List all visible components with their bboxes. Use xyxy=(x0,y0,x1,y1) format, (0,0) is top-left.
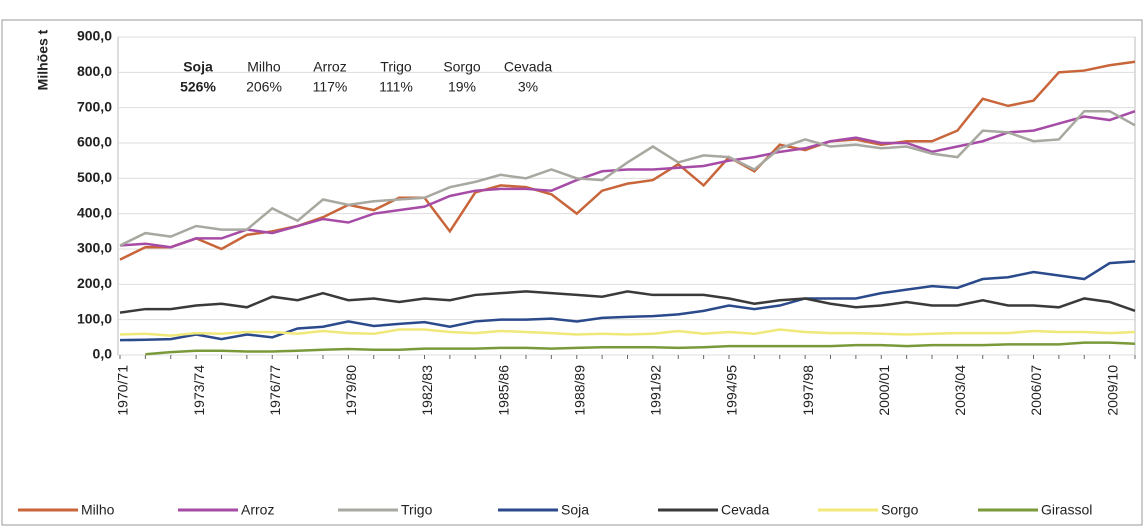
annotation-name: Milho xyxy=(247,59,281,75)
annotation-value: 526% xyxy=(180,79,216,95)
y-tick-label: 0,0 xyxy=(93,346,113,362)
x-tick-label: 1976/77 xyxy=(267,365,283,416)
annotation-name: Sorgo xyxy=(443,59,481,75)
legend-label: Arroz xyxy=(241,502,274,518)
y-tick-label: 800,0 xyxy=(77,63,112,79)
x-tick-label: 1970/71 xyxy=(115,365,131,416)
y-tick-label: 500,0 xyxy=(77,169,112,185)
series-line xyxy=(145,341,1136,356)
annotation-value: 19% xyxy=(448,79,476,95)
legend-label: Sorgo xyxy=(881,502,919,518)
x-tick-label: 2006/07 xyxy=(1028,365,1044,416)
frame xyxy=(1,19,1143,526)
x-tick-label: 2000/01 xyxy=(876,365,892,416)
x-tick-label: 1973/74 xyxy=(191,365,207,416)
legend-label: Cevada xyxy=(721,502,769,518)
x-tick-label: 2003/04 xyxy=(952,365,968,416)
x-tick-label: 2009/10 xyxy=(1104,365,1120,416)
x-tick-label: 1997/98 xyxy=(800,365,816,416)
annotation-name: Trigo xyxy=(380,59,412,75)
y-tick-label: 300,0 xyxy=(77,240,112,256)
series-line xyxy=(119,260,1136,342)
series-line xyxy=(119,109,1136,247)
annotation-value: 117% xyxy=(313,79,348,95)
series-line xyxy=(119,110,1136,249)
y-tick-label: 200,0 xyxy=(77,275,112,291)
y-tick-label: 400,0 xyxy=(77,204,112,220)
x-tick-label: 1988/89 xyxy=(571,365,587,416)
annotation-value: 3% xyxy=(518,79,538,95)
annotation-value: 206% xyxy=(246,79,282,95)
legend-label: Trigo xyxy=(401,502,433,518)
annotation-name: Arroz xyxy=(313,59,346,75)
x-tick-label: 1994/95 xyxy=(724,365,740,416)
y-tick-label: 600,0 xyxy=(77,134,112,150)
annotation-name: Soja xyxy=(183,59,213,75)
series-line xyxy=(119,328,1136,337)
y-tick-label: 100,0 xyxy=(77,310,112,326)
legend-label: Milho xyxy=(81,502,115,518)
series-line xyxy=(119,290,1136,314)
legend-label: Soja xyxy=(561,502,589,518)
y-axis-label: Milhões t xyxy=(35,29,51,90)
legend-label: Girassol xyxy=(1041,502,1092,518)
y-tick-label: 900,0 xyxy=(77,28,112,44)
annotation-name: Cevada xyxy=(504,59,552,75)
x-tick-label: 1985/86 xyxy=(495,365,511,416)
x-tick-label: 1979/80 xyxy=(343,365,359,416)
annotation-value: 111% xyxy=(379,79,413,95)
x-tick-label: 1982/83 xyxy=(419,365,435,416)
y-tick-label: 700,0 xyxy=(77,98,112,114)
x-tick-label: 1991/92 xyxy=(648,365,664,416)
